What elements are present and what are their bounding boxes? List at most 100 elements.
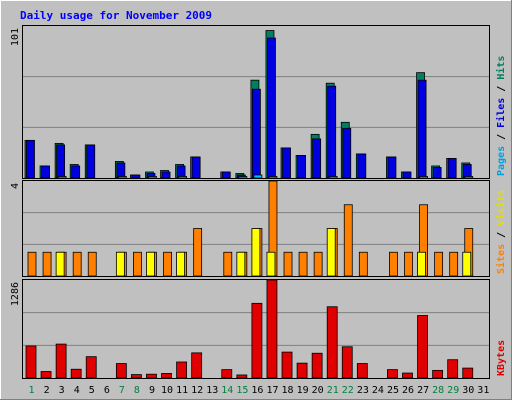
visits-bar [176,251,186,277]
kbytes-bar [281,351,293,379]
legend-entry: / [496,80,507,98]
kbytes-bar [85,356,97,379]
pages-bar [178,176,188,179]
kbytes-bar [70,368,82,379]
sites-bar [283,251,293,277]
visits-bar [417,251,426,277]
files-bar [402,171,412,179]
x-tick-label: 16 [251,385,263,396]
files-bar [462,164,472,179]
sites-bar [404,251,413,277]
legend-entry: Files [495,98,507,128]
sites-bar [313,251,323,277]
sites-bar [298,251,308,277]
chart-title: Daily usage for November 2009 [20,9,212,22]
kbytes-bar [191,352,203,379]
kbytes-bar [55,343,67,379]
files-bar [417,79,427,179]
visits-bar [115,251,125,277]
pages-bar [117,176,127,179]
x-tick-label: 14 [221,385,233,396]
files-bar [71,165,81,179]
legend-entry: KBytes [496,340,507,376]
legend-entry: / [496,128,507,146]
files-bar [387,156,397,179]
files-bar [41,165,50,179]
visits-bar [55,251,65,277]
files-bar [251,88,261,179]
kbytes-bar [251,302,263,379]
pages-bar [464,176,474,179]
sites-bar [87,251,97,277]
legend-entry: Hits [495,56,507,80]
sites-bar [72,251,82,277]
files-bar [221,171,231,179]
visits-bar [266,251,276,277]
files-bar [131,174,141,179]
bars [25,279,474,379]
kbytes-bar [462,367,474,379]
kbytes-bar [176,361,188,379]
x-tick-label: 31 [477,385,489,396]
x-axis-day-labels: 1 2 3 4 5 6 7 8 9 10 11 12 13 14 15 16 17 18 19 20 21 22 23 24 2… [29,385,490,396]
bars [24,30,474,179]
kbytes-bar [417,315,428,379]
legend-entry: Visits [495,190,507,226]
sites-bar [389,251,398,277]
kbytes-bar [161,373,172,379]
legend-kbytes: KBytes [496,340,507,376]
files-bar [357,153,367,179]
y-max-label: 101 [10,28,21,46]
files-bar [447,158,457,179]
x-tick-label: 19 [297,385,309,396]
kbytes-bar [115,363,127,379]
kbytes-bar [131,374,142,379]
x-tick-label: 23 [357,385,369,396]
kbytes-bar [296,362,308,379]
kbytes-bar [146,373,157,379]
kbytes-bar [25,345,37,379]
x-tick-label: 3 [59,385,65,396]
legend-sites-visits: Sites / Visits [495,190,507,274]
sites-bar [434,251,444,277]
visits-bar [251,228,261,277]
sites-bar [358,251,368,277]
x-tick-label: 6 [104,385,110,396]
y-max-label: 4 [10,183,21,189]
pages-bar [419,176,428,179]
x-tick-label: 18 [282,385,294,396]
pages-bar [328,176,338,179]
files-bar [432,167,442,179]
visits-bar [146,251,155,277]
sites-bar [133,251,142,277]
files-bar [312,138,322,179]
kbytes-bar [356,363,368,379]
pages-bar [148,176,157,179]
pages-bar [57,176,67,179]
x-tick-label: 12 [191,385,203,396]
kbytes-bar [402,372,413,379]
kbytes-bar [40,371,52,379]
sites-bar [27,251,37,277]
files-bar [116,162,126,179]
sites-bar [193,228,203,277]
x-tick-label: 8 [134,385,140,396]
sites-visits-panel: 4 Sites / Visits [10,180,507,277]
x-tick-label: 29 [447,385,459,396]
x-tick-label: 28 [432,385,444,396]
x-tick-label: 4 [74,385,80,396]
x-tick-label: 15 [236,385,248,396]
files-bar [26,139,35,179]
x-tick-label: 1 [29,385,35,396]
x-tick-label: 5 [89,385,95,396]
x-tick-label: 22 [342,385,354,396]
legend-entry: Pages [496,146,507,176]
files-bar [267,37,276,179]
y-max-label: 1286 [10,282,21,306]
kbytes-bar [326,306,338,379]
x-tick-label: 20 [312,385,324,396]
x-tick-label: 21 [327,385,339,396]
kbytes-bar [221,369,233,379]
files-bar [86,144,96,179]
